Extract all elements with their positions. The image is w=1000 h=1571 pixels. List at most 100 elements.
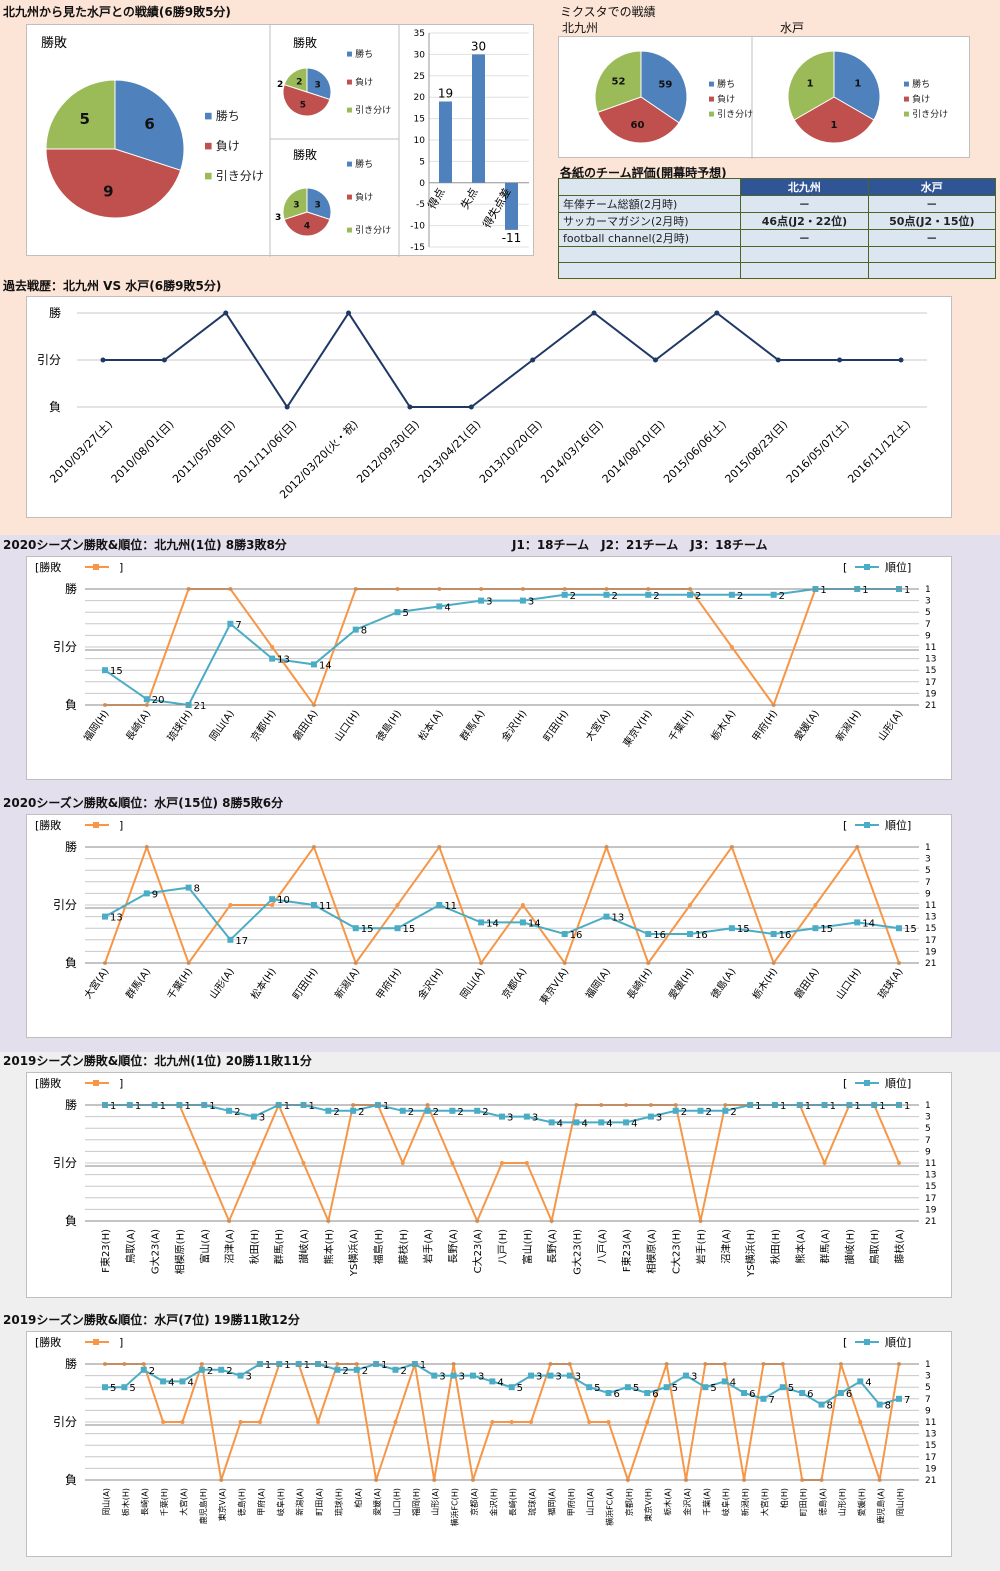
- rank-point: [519, 919, 526, 926]
- rank-point: [450, 1372, 457, 1379]
- rank-value-label: 6: [807, 1389, 813, 1400]
- x-tick-label: 岡山(H): [895, 1488, 905, 1516]
- x-tick-label: F東23(H): [99, 1229, 112, 1273]
- rank-value-label: 1: [862, 585, 868, 596]
- x-tick-label: 鹿児島(A): [876, 1488, 886, 1524]
- legend-swatch: [347, 79, 352, 85]
- rank-value-label: 4: [557, 1118, 563, 1129]
- x-tick-label: 長野(A): [447, 1229, 459, 1264]
- rank-value-label: 6: [652, 1389, 658, 1400]
- x-tick-label: 富山(H): [521, 1229, 534, 1264]
- x-tick-label: 秋田(H): [248, 1229, 261, 1264]
- history-point: [100, 357, 106, 363]
- rank-point: [779, 1384, 786, 1391]
- result-axis-label: 負: [65, 956, 77, 970]
- rank-tick-label: 7: [925, 1136, 931, 1146]
- rank-point: [102, 913, 108, 920]
- pie-slice: [45, 79, 116, 150]
- x-tick-label: 甲府(H): [566, 1488, 576, 1516]
- x-tick-label: 長野(A): [547, 1229, 559, 1264]
- result-axis-label: 負: [65, 1473, 77, 1487]
- rank-tick-label: 5: [925, 1383, 931, 1393]
- result-point: [729, 645, 734, 649]
- x-tick-label: 大宮(H): [759, 1488, 769, 1516]
- rank-value-label: 15: [737, 924, 750, 935]
- y-tick-label: 20: [414, 93, 426, 103]
- rank-tick-label: 17: [925, 936, 936, 946]
- rank-value-label: 2: [653, 591, 659, 602]
- legend-bracket: [勝敗: [35, 1076, 61, 1090]
- rank-point: [469, 1372, 476, 1379]
- rank-point: [644, 1390, 651, 1396]
- eval-title: 各紙のチーム評価(開幕時予想): [560, 166, 727, 180]
- rank-point: [160, 1378, 167, 1385]
- history-series-line: [103, 311, 901, 409]
- pie-slice: [793, 96, 875, 144]
- pie-outside-label: 3: [275, 213, 281, 223]
- x-tick-label: 新潟(H): [740, 1488, 750, 1516]
- rank-point: [697, 1107, 704, 1114]
- legend-swatch: [709, 111, 714, 117]
- rank-value-label: 4: [631, 1118, 637, 1129]
- rank-point: [269, 655, 276, 662]
- x-tick-label: 2010/03/27(土): [47, 418, 115, 486]
- rank-point: [672, 1107, 679, 1114]
- rank-point: [687, 931, 694, 937]
- rank-point: [394, 925, 401, 932]
- rank-point: [603, 913, 610, 920]
- rank-value-label: 2: [611, 591, 617, 602]
- rank-tick-label: 19: [925, 1205, 937, 1215]
- x-tick-label: 岩手(A): [422, 1229, 435, 1264]
- rank-value-label: 2: [226, 1366, 232, 1377]
- x-tick-label: 沼津(A): [719, 1229, 732, 1264]
- x-tick-label: 福岡(A): [547, 1488, 556, 1516]
- legend-label: 引き分け: [717, 109, 753, 120]
- x-tick-label: 徳島(H): [237, 1488, 247, 1516]
- bar: [472, 54, 485, 183]
- rank-value-label: 2: [706, 1107, 712, 1118]
- x-tick-label: YS横浜(A): [347, 1229, 360, 1277]
- x-tick-label: 岐阜(H): [275, 1488, 285, 1516]
- legend-swatch: [347, 51, 352, 57]
- result-point: [393, 1420, 398, 1424]
- rank-value-label: 1: [323, 1360, 329, 1371]
- rank-point: [436, 902, 443, 908]
- rank-value-label: 1: [284, 1360, 290, 1371]
- rank-value-label: 5: [788, 1383, 794, 1394]
- rank-value-label: 6: [846, 1389, 852, 1400]
- pie-slice: [306, 67, 332, 101]
- x-tick-label: 山口(A): [585, 1488, 595, 1516]
- x-tick-label: 八戸(H): [497, 1229, 509, 1264]
- rank-tick-label: 1: [925, 1360, 931, 1370]
- rank-point: [623, 1119, 630, 1126]
- rank-tick-label: 21: [925, 1217, 936, 1227]
- rank-point: [573, 1119, 580, 1126]
- rank-value-label: 13: [277, 655, 290, 666]
- rank-value-label: 6: [749, 1389, 755, 1400]
- x-tick-label: 群馬(A): [457, 707, 488, 743]
- rank-tick-label: 1: [925, 843, 931, 853]
- pie-outside-label: 2: [277, 80, 283, 90]
- x-tick-label: 新潟(A): [332, 965, 363, 1001]
- x-tick-label: 岐阜(H): [721, 1488, 731, 1516]
- x-tick-label: 琉球(H): [164, 707, 195, 743]
- x-tick-label: 徳島(H): [373, 707, 404, 743]
- pie-slice: [594, 50, 642, 113]
- rank-value-label: 1: [820, 585, 826, 596]
- rank-tick-label: 5: [925, 866, 931, 876]
- legend-label: 負け: [717, 93, 735, 105]
- rank-value-label: 3: [555, 1372, 561, 1383]
- eval-cell: [557, 262, 742, 279]
- h2h-charts-box: 勝敗 6 9 5 勝ち 負け 引き分け 勝敗 3 5 2 2 勝ち 負け 引き分け 勝敗 3 4 3 3 勝ち 負け 引き分…: [26, 24, 534, 257]
- eval-head-cell: 水戸: [867, 178, 997, 196]
- legend-swatch: [347, 227, 352, 233]
- legend-label: 勝ち: [216, 108, 240, 123]
- rank-tick-label: 9: [925, 631, 931, 641]
- legend-bracket: [: [843, 819, 847, 832]
- result-point: [587, 1420, 592, 1424]
- rank-value-label: 21: [194, 701, 207, 712]
- x-tick-label: 山形(H): [837, 1488, 847, 1516]
- history-point: [591, 310, 597, 316]
- x-tick-label: 福岡(H): [81, 707, 112, 743]
